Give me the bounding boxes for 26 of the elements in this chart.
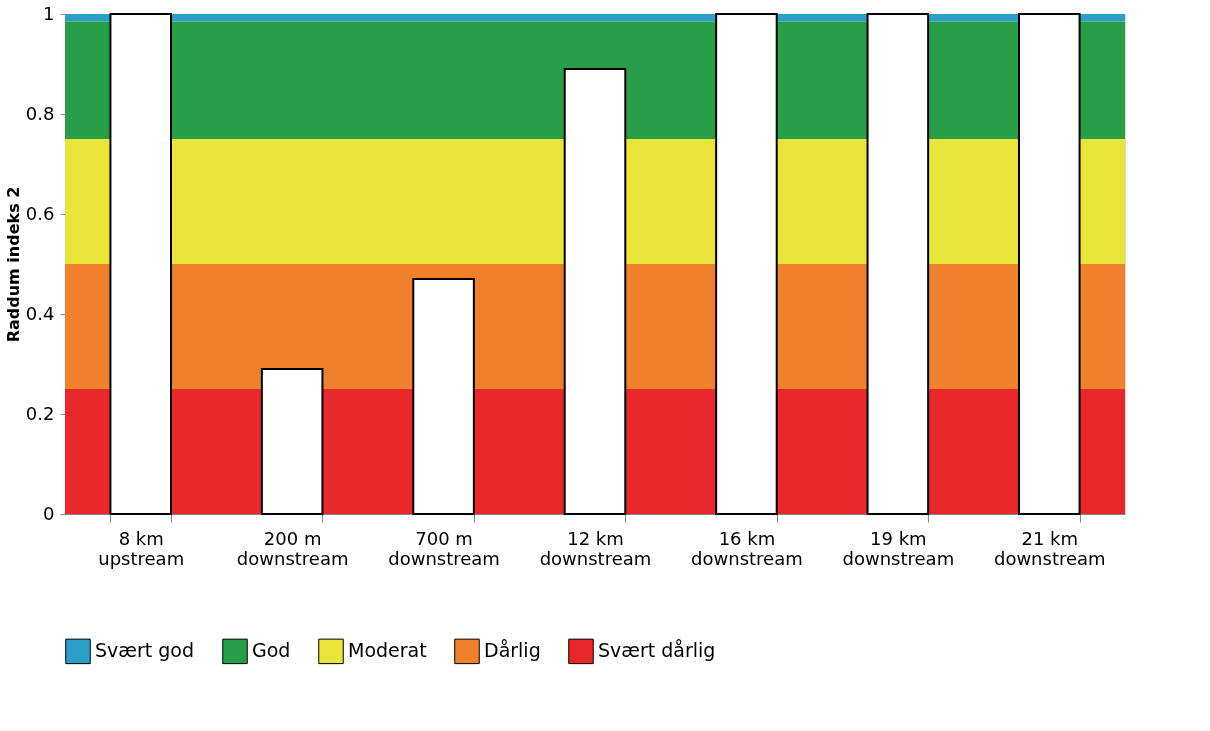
- bar: [260, 368, 324, 515]
- legend-label: God: [252, 639, 291, 662]
- x-tick-label: 700 m downstream: [388, 527, 500, 569]
- legend-label: Dårlig: [484, 639, 541, 662]
- bar: [109, 13, 172, 515]
- y-tick-label: 0.4: [25, 302, 55, 324]
- y-tick-label: 0: [43, 502, 55, 524]
- bar: [715, 13, 778, 515]
- x-tick-label: 21 km downstream: [993, 527, 1106, 569]
- y-tick-label: 0.6: [25, 202, 55, 224]
- x-tick-label: 8 km upstream: [98, 527, 185, 569]
- bar: [412, 278, 475, 515]
- bar: [563, 68, 627, 515]
- bar: [1018, 13, 1081, 515]
- y-tick-label: 0.2: [25, 402, 55, 424]
- legend-label: Svært dårlig: [598, 639, 716, 662]
- y-axis-title: Raddum indeks 2: [3, 186, 23, 343]
- x-tick-label: 12 km downstream: [539, 527, 652, 569]
- x-tick-label: 19 km downstream: [842, 527, 955, 569]
- y-tick-label: 0.8: [25, 102, 55, 124]
- x-tick-label: 16 km downstream: [691, 527, 803, 569]
- legend-label: Svært god: [95, 639, 195, 662]
- bar: [866, 13, 930, 515]
- y-tick-label: 1: [43, 2, 55, 24]
- legend-label: Moderat: [348, 639, 427, 662]
- x-tick-label: 200 m downstream: [236, 527, 349, 569]
